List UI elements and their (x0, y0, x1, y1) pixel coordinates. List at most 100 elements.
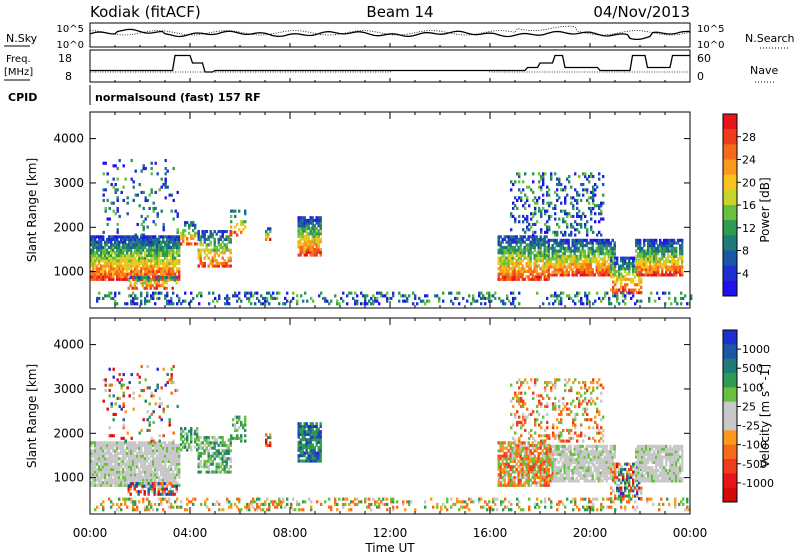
heatmap-cell (535, 235, 538, 239)
heatmap-cell (635, 265, 638, 269)
heatmap-cell (172, 302, 175, 306)
heatmap-cell (519, 256, 522, 260)
heatmap-cell (338, 302, 341, 306)
heatmap-cell (531, 457, 534, 461)
heatmap-cell (126, 196, 129, 200)
heatmap-cell (148, 446, 151, 450)
heatmap-cell (513, 459, 516, 463)
heatmap-cell (515, 277, 518, 281)
heatmap-cell (561, 273, 564, 277)
heatmap-cell (521, 462, 524, 466)
heatmap-cell (211, 470, 214, 474)
heatmap-cell (585, 244, 588, 248)
heatmap-cell (144, 470, 147, 474)
heatmap-cell (583, 452, 586, 456)
heatmap-cell (148, 237, 151, 241)
heatmap-cell (303, 435, 306, 439)
heatmap-cell (256, 296, 259, 300)
heatmap-cell (122, 454, 125, 458)
heatmap-cell (578, 222, 581, 226)
heatmap-cell (160, 441, 163, 445)
heatmap-cell (525, 481, 528, 485)
heatmap-cell (641, 262, 644, 266)
heatmap-cell (153, 490, 156, 494)
heatmap-cell (203, 465, 206, 469)
heatmap-cell (566, 294, 569, 298)
heatmap-cell (571, 479, 574, 483)
heatmap-cell (207, 438, 210, 442)
heatmap-cell (555, 479, 558, 483)
heatmap-cell (212, 291, 215, 295)
heatmap-cell (172, 261, 175, 265)
heatmap-cell (571, 471, 574, 475)
heatmap-cell (276, 296, 279, 300)
heatmap-cell (148, 465, 151, 469)
heatmap-cell (372, 294, 375, 298)
heatmap-cell (140, 261, 143, 265)
heatmap-cell (302, 299, 305, 303)
heatmap-cell (162, 235, 165, 239)
heatmap-cell (530, 188, 533, 192)
heatmap-cell (148, 449, 151, 453)
heatmap-cell (217, 470, 220, 474)
heatmap-cell (188, 429, 191, 433)
heatmap-cell (167, 492, 170, 496)
heatmap-cell (555, 254, 558, 258)
heatmap-cell (499, 475, 502, 479)
heatmap-cell (309, 432, 312, 436)
heatmap-cell (426, 299, 429, 303)
heatmap-cell (223, 449, 226, 453)
heatmap-cell (264, 302, 267, 306)
heatmap-cell (583, 476, 586, 480)
heatmap-cell (213, 441, 216, 445)
heatmap-cell (497, 251, 500, 255)
heatmap-cell (360, 302, 363, 306)
heatmap-cell (207, 467, 210, 471)
heatmap-cell (533, 275, 536, 279)
heatmap-cell (605, 249, 608, 253)
heatmap-cell (586, 198, 589, 202)
heatmap-cell (142, 164, 145, 168)
heatmap-cell (90, 248, 93, 252)
heatmap-cell (286, 299, 289, 303)
heatmap-cell (203, 232, 206, 236)
heatmap-cell (122, 259, 125, 263)
heatmap-cell (309, 440, 312, 444)
heatmap-cell (136, 259, 139, 263)
heatmap-cell (198, 302, 201, 306)
heatmap-cell (176, 261, 179, 265)
heatmap-cell (616, 291, 619, 295)
heatmap-cell (543, 454, 546, 458)
heatmap-cell (134, 470, 137, 474)
heatmap-cell (154, 190, 157, 194)
heatmap-cell (269, 237, 272, 241)
heatmap-cell (593, 260, 596, 264)
heatmap-cell (665, 241, 668, 245)
heatmap-cell (120, 465, 123, 469)
heatmap-cell (509, 465, 512, 469)
heatmap-cell (145, 484, 148, 488)
radar-title: Kodiak (fitACF) (90, 3, 201, 21)
heatmap-cell (130, 251, 133, 255)
heatmap-cell (142, 465, 145, 469)
heatmap-cell (577, 455, 580, 459)
heatmap-cell (138, 204, 141, 208)
heatmap-cell (632, 277, 635, 281)
heatmap-cell (577, 463, 580, 467)
heatmap-cell (146, 467, 149, 471)
heatmap-cell (548, 228, 551, 232)
heatmap-cell (96, 248, 99, 252)
heatmap-cell (587, 474, 590, 478)
heatmap-cell (163, 492, 166, 496)
heatmap-cell (146, 478, 149, 482)
heatmap-cell (647, 273, 650, 277)
heatmap-cell (234, 426, 237, 430)
heatmap-cell (176, 190, 179, 194)
heatmap-cell (133, 487, 136, 491)
heatmap-cell (311, 424, 314, 428)
heatmap-cell (301, 424, 304, 428)
heatmap-cell (577, 479, 580, 483)
heatmap-cell (174, 245, 177, 249)
heatmap-cell (150, 235, 153, 239)
heatmap-cell (628, 267, 631, 271)
